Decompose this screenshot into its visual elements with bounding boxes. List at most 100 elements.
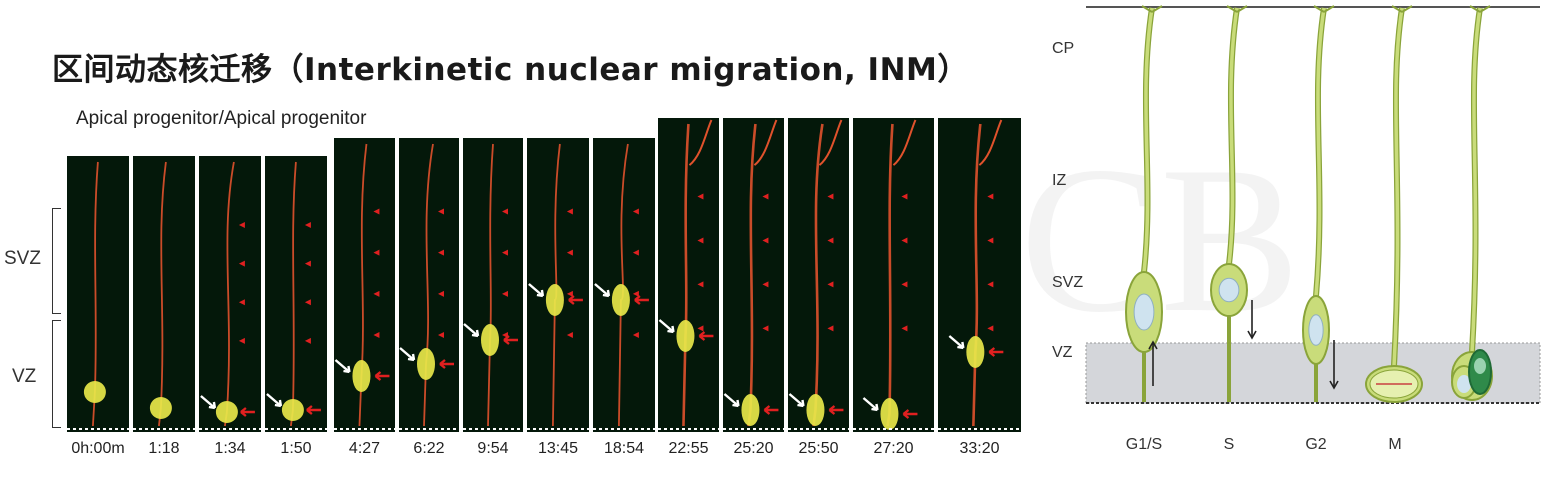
radial-fiber-inner xyxy=(1314,7,1326,297)
endfoot xyxy=(1469,5,1491,13)
red-arrowhead xyxy=(502,290,508,297)
cell-process xyxy=(972,123,982,427)
red-arrowhead xyxy=(762,281,769,288)
endfoot xyxy=(1226,5,1248,13)
cell-branch xyxy=(892,119,917,166)
cell-nucleus xyxy=(481,324,499,356)
red-arrowhead xyxy=(901,237,908,244)
cell-branch xyxy=(818,119,843,166)
cell-nucleus xyxy=(83,381,106,403)
frame-time-label: 1:34 xyxy=(214,440,246,457)
red-arrow xyxy=(439,359,454,369)
phase-label-m: M xyxy=(1388,436,1402,453)
cell-process xyxy=(886,123,894,427)
red-arrowhead xyxy=(697,325,704,332)
red-arrowhead xyxy=(566,208,573,215)
endfoot xyxy=(1141,5,1163,13)
cell-process xyxy=(423,143,434,427)
red-arrowhead xyxy=(827,237,834,244)
red-arrowhead xyxy=(438,208,444,215)
frame-time-label: 13:45 xyxy=(537,440,579,457)
frame-time-label: 27:20 xyxy=(873,440,914,457)
red-arrowhead xyxy=(762,193,769,200)
frame-time-label: 25:50 xyxy=(798,440,839,457)
white-arrow xyxy=(862,397,879,412)
white-arrow xyxy=(528,283,545,298)
cell-nucleus xyxy=(149,397,172,419)
red-arrowhead xyxy=(901,193,908,200)
red-arrowhead xyxy=(304,222,311,228)
cell-nucleus xyxy=(281,399,304,421)
cell-nucleus xyxy=(966,336,985,368)
red-arrow xyxy=(828,405,844,415)
frame-time-label: 22:55 xyxy=(668,440,709,457)
white-arrow xyxy=(788,393,805,408)
timelapse-frame xyxy=(853,118,934,432)
red-arrow xyxy=(763,405,779,415)
cell-branch xyxy=(753,119,778,166)
red-arrowhead xyxy=(304,260,311,267)
red-arrow xyxy=(503,335,518,345)
timelapse-frame xyxy=(399,138,459,432)
red-arrowhead xyxy=(566,249,573,256)
cell-nucleus xyxy=(545,284,564,316)
red-arrowhead xyxy=(697,193,704,200)
red-arrowhead xyxy=(566,331,573,338)
frame-time-label: 4:27 xyxy=(348,440,381,457)
white-arrow xyxy=(334,359,351,374)
timelapse-frame xyxy=(723,118,784,432)
red-arrowhead xyxy=(632,208,639,215)
red-arrowhead xyxy=(987,325,994,332)
red-arrow xyxy=(902,409,918,419)
migration-arrowhead xyxy=(1329,380,1339,390)
white-arrow xyxy=(399,347,416,362)
frame-time-label: 18:54 xyxy=(603,440,645,457)
zone-label-cp: CP xyxy=(1052,40,1075,57)
cell-process xyxy=(92,161,99,427)
cell-process xyxy=(358,143,368,427)
white-arrow xyxy=(200,395,217,410)
frame-time-label: 0h:00m xyxy=(71,440,125,457)
red-arrowhead xyxy=(304,337,311,344)
red-arrow xyxy=(374,371,390,381)
timelapse-frame xyxy=(67,156,129,432)
red-arrowhead xyxy=(438,331,444,338)
frame-time-label: 25:20 xyxy=(733,440,774,457)
red-arrowhead xyxy=(987,193,994,200)
cell-nucleus xyxy=(676,320,695,352)
red-arrowhead xyxy=(238,222,245,228)
timelapse-frame xyxy=(265,156,327,432)
timelapse-frame xyxy=(334,138,395,432)
cell-nucleus xyxy=(806,394,825,426)
white-arrow xyxy=(266,393,283,408)
timelapse-frame xyxy=(593,138,655,432)
red-arrowhead xyxy=(373,331,380,338)
migration-arrowhead xyxy=(1247,330,1257,340)
red-arrowhead xyxy=(632,290,639,297)
zone-label-svz: SVZ xyxy=(1052,274,1084,291)
zone-label-iz: IZ xyxy=(1052,172,1067,189)
radial-fiber-inner xyxy=(1392,7,1404,367)
figure-subtitle: Apical progenitor/Apical progenitor xyxy=(76,108,367,129)
red-arrowhead xyxy=(987,237,994,244)
frame-time-label: 9:54 xyxy=(477,440,509,457)
timelapse-frame xyxy=(938,118,1021,432)
red-arrowhead xyxy=(373,208,380,215)
cell-branch xyxy=(978,119,1003,166)
red-arrowhead xyxy=(438,290,444,297)
migration-arrowhead xyxy=(1148,340,1158,350)
red-arrowhead xyxy=(762,325,769,332)
red-arrowhead xyxy=(827,325,834,332)
red-arrowhead xyxy=(238,337,245,344)
endfoot xyxy=(1313,5,1335,13)
white-arrow xyxy=(463,323,480,338)
white-arrow xyxy=(658,319,675,334)
red-arrowhead xyxy=(901,325,908,332)
radial-fiber-inner xyxy=(1142,7,1154,273)
white-arrow xyxy=(948,335,965,350)
vz-bracket xyxy=(52,320,61,428)
timelapse-frame xyxy=(658,118,719,432)
cell-process xyxy=(487,143,494,427)
svz-bracket xyxy=(52,208,61,314)
red-arrow xyxy=(988,347,1004,357)
